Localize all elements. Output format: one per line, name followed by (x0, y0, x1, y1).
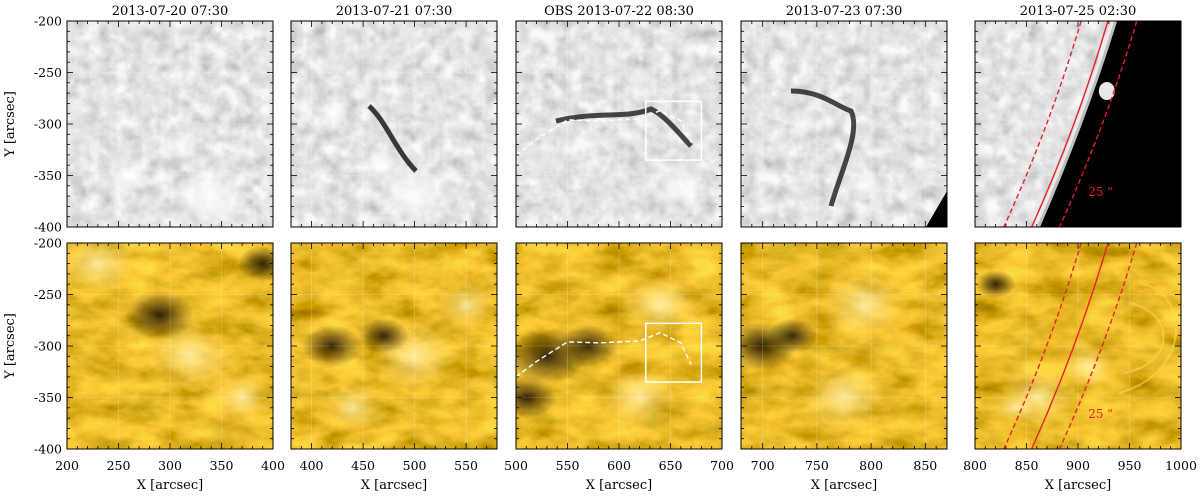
y-tick-label: -350 (34, 168, 62, 183)
limb-line (1031, 243, 1109, 449)
filament-trace (515, 109, 692, 156)
x-tick-label: 850 (1015, 458, 1039, 473)
panel-r0-c1 (291, 21, 497, 227)
x-tick-label: 450 (351, 458, 375, 473)
limb-line (1058, 243, 1138, 449)
y-tick-label: -400 (34, 220, 62, 235)
x-tick-label: 300 (158, 458, 182, 473)
x-axis-label: X [arcsec] (1045, 478, 1111, 493)
column-title: 2013-07-21 07:30 (336, 4, 453, 19)
x-tick-label: 1000 (1165, 458, 1197, 473)
y-tick-label: -300 (34, 339, 62, 354)
column-title: 2013-07-20 07:30 (112, 4, 229, 19)
x-tick-label: 750 (805, 458, 829, 473)
panel-r1-c0 (67, 243, 273, 449)
panel-r0-c4 (975, 21, 1181, 227)
x-tick-label: 500 (403, 458, 427, 473)
x-tick-label: 350 (210, 458, 234, 473)
y-axis-label: Y [arcsec] (3, 313, 18, 380)
limb-line (1058, 21, 1138, 227)
region-box (645, 100, 703, 161)
x-tick-label: 200 (55, 458, 79, 473)
x-tick-label: 250 (107, 458, 131, 473)
x-tick-label: 400 (300, 458, 324, 473)
column-title: OBS 2013-07-22 08:30 (544, 4, 694, 19)
x-tick-label: 650 (659, 458, 683, 473)
x-tick-label: 850 (913, 458, 937, 473)
filament-trace (515, 331, 692, 378)
x-tick-label: 800 (963, 458, 987, 473)
x-tick-label: 550 (556, 458, 580, 473)
y-tick-label: -300 (34, 117, 62, 132)
y-tick-label: -200 (34, 14, 62, 29)
panel-r1-c3 (741, 243, 947, 449)
x-tick-label: 600 (607, 458, 631, 473)
panel-r1-c2 (516, 243, 722, 449)
y-tick-label: -400 (34, 442, 62, 457)
y-tick-label: -250 (34, 65, 62, 80)
limb-line (1003, 243, 1082, 449)
column-title: 2013-07-25 02:30 (1020, 4, 1137, 19)
panel-r0-c0 (67, 21, 273, 227)
limb-line (1003, 21, 1082, 227)
y-tick-label: -200 (34, 236, 62, 251)
y-tick-label: -350 (34, 390, 62, 405)
limb-annotation: 25 " (1088, 407, 1113, 421)
region-box (645, 322, 703, 383)
x-axis-label: X [arcsec] (137, 478, 203, 493)
panel-r1-c4 (975, 243, 1181, 449)
x-axis-label: X [arcsec] (811, 478, 877, 493)
x-tick-label: 700 (710, 458, 734, 473)
x-tick-label: 700 (751, 458, 775, 473)
y-axis-label: Y [arcsec] (3, 91, 18, 158)
x-tick-label: 500 (504, 458, 528, 473)
x-tick-label: 400 (261, 458, 285, 473)
x-tick-label: 550 (454, 458, 478, 473)
x-tick-label: 900 (1066, 458, 1090, 473)
y-tick-label: -250 (34, 287, 62, 302)
x-axis-label: X [arcsec] (586, 478, 652, 493)
x-tick-label: 800 (859, 458, 883, 473)
panel-r0-c2 (516, 21, 722, 227)
column-title: 2013-07-23 07:30 (786, 4, 903, 19)
x-tick-label: 950 (1118, 458, 1142, 473)
limb-annotation: 25 " (1088, 185, 1113, 199)
panel-r1-c1 (291, 243, 497, 449)
panel-r0-c3 (741, 21, 947, 227)
x-axis-label: X [arcsec] (361, 478, 427, 493)
limb-line (1031, 21, 1109, 227)
